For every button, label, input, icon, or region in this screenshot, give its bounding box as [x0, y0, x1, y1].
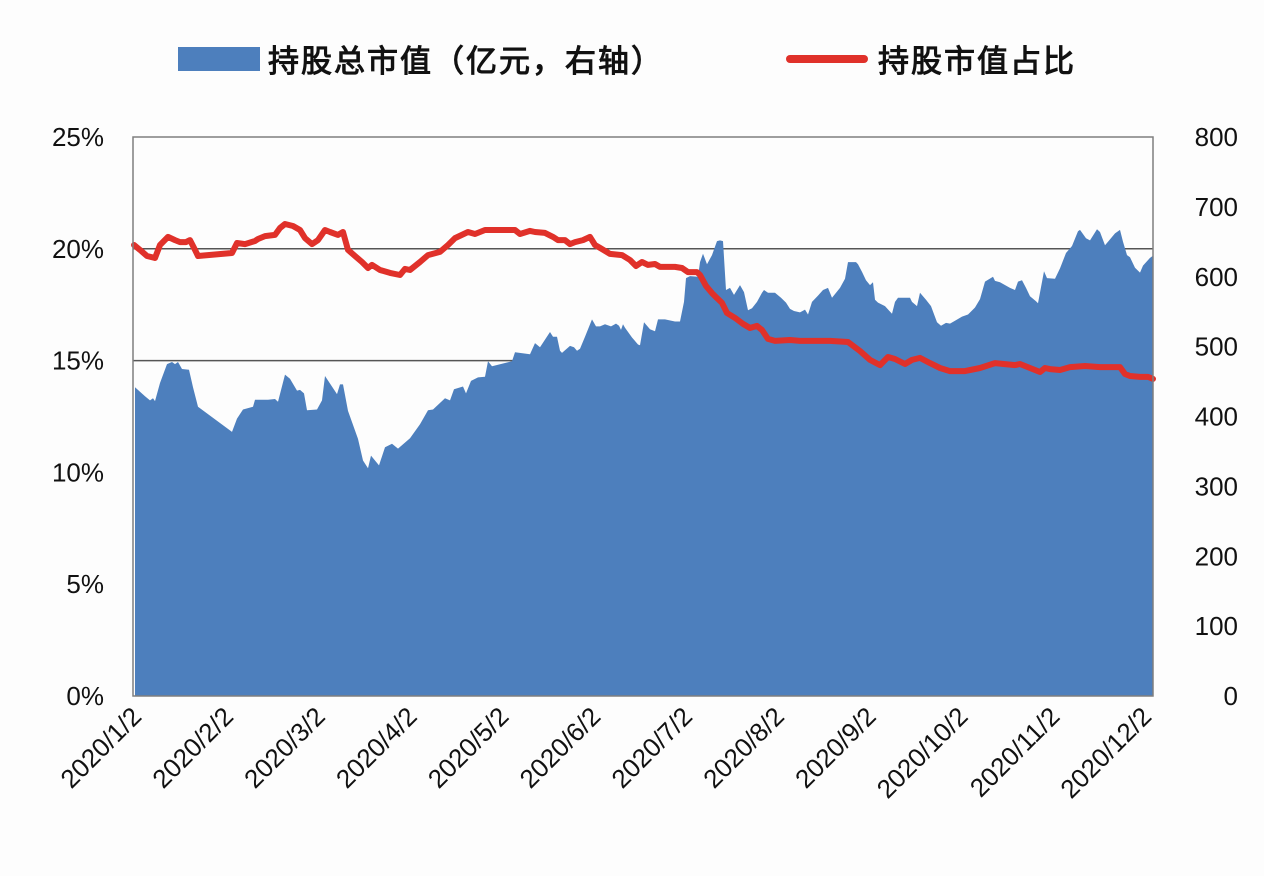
right-y-axis: 0 100 200 300 400 500 600 700 800 [1195, 122, 1238, 711]
right-y-tick-label: 0 [1224, 681, 1238, 711]
plot-frame [132, 136, 1154, 697]
legend-area-swatch-icon [178, 46, 260, 71]
x-tick-label: 2020/6/2 [514, 701, 607, 794]
x-tick-label: 2020/3/2 [238, 701, 331, 794]
x-tick-label: 2020/5/2 [422, 701, 515, 794]
x-tick-label: 2020/10/2 [871, 701, 974, 804]
left-y-tick-label: 5% [66, 569, 104, 599]
legend-line-swatch-icon [786, 54, 868, 63]
x-tick-label: 2020/2/2 [146, 701, 239, 794]
right-y-tick-label: 100 [1195, 611, 1238, 641]
right-y-tick-label: 800 [1195, 122, 1238, 152]
x-tick-label: 2020/1/2 [54, 701, 147, 794]
legend-line-label: 持股市值占比 [878, 44, 1076, 80]
legend-item-ratio: 持股市值占比 [786, 36, 1076, 81]
legend: 持股总市值（亿元，右轴） 持股市值占比 [0, 36, 1264, 86]
x-tick-label: 2020/9/2 [789, 701, 882, 794]
right-y-tick-label: 700 [1195, 192, 1238, 222]
left-y-axis: 0% 5% 10% 15% 20% 25% [52, 122, 104, 711]
right-y-tick-label: 600 [1195, 262, 1238, 292]
right-y-tick-label: 400 [1195, 402, 1238, 432]
x-tick-label: 2020/11/2 [964, 701, 1066, 803]
x-axis: 2020/1/2 2020/2/2 2020/3/2 2020/4/2 2020/5/2… [54, 701, 1157, 804]
legend-item-market-value: 持股总市值（亿元，右轴） [178, 36, 664, 81]
left-y-tick-label: 25% [52, 122, 104, 152]
x-tick-label: 2020/12/2 [1054, 701, 1157, 804]
x-tick-label: 2020/8/2 [697, 701, 790, 794]
right-y-tick-label: 300 [1195, 471, 1238, 501]
x-tick-label: 2020/4/2 [330, 701, 423, 794]
holding-ratio-line [131, 221, 1156, 382]
left-y-tick-label: 20% [52, 234, 104, 264]
left-y-tick-label: 0% [66, 681, 104, 711]
x-tick-label: 2020/7/2 [605, 701, 698, 794]
left-y-tick-label: 15% [52, 346, 104, 376]
left-y-tick-label: 10% [52, 457, 104, 487]
market-value-area [135, 229, 1153, 696]
right-y-tick-label: 200 [1195, 541, 1238, 571]
right-y-tick-label: 500 [1195, 332, 1238, 362]
legend-area-label: 持股总市值（亿元，右轴） [268, 44, 664, 80]
